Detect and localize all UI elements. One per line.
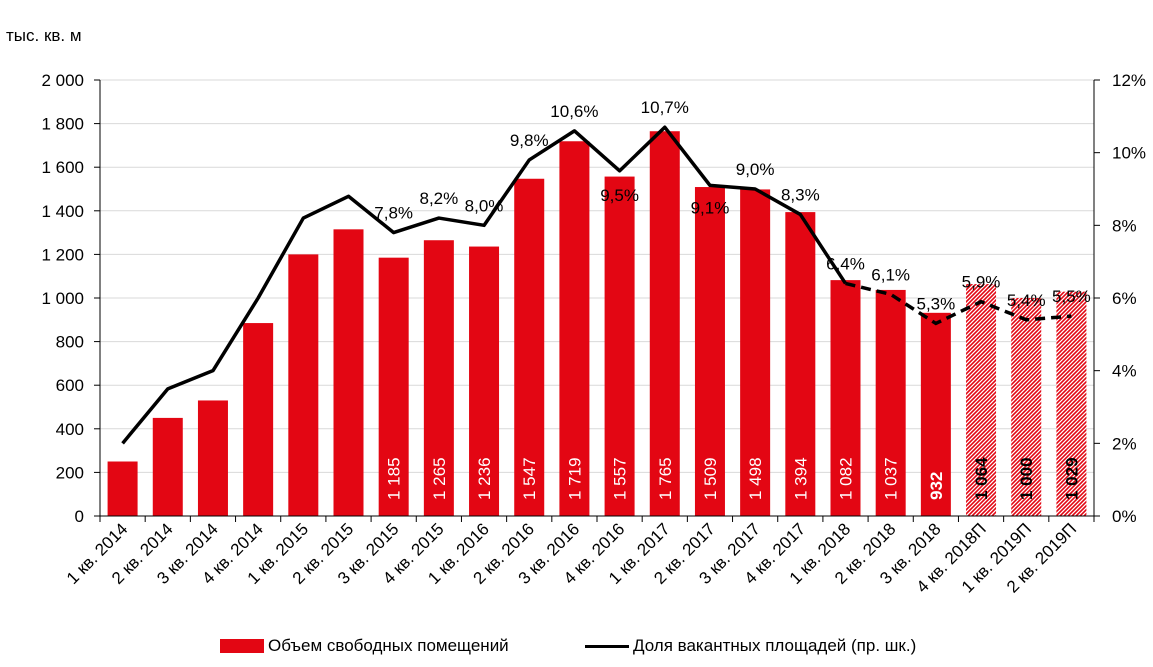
forecast-bar [966, 284, 997, 516]
bar-data-label: 1 037 [882, 457, 901, 500]
line-data-label: 5,4% [1007, 291, 1046, 310]
line-data-label: 8,3% [781, 185, 820, 204]
line-data-label: 10,6% [550, 102, 598, 121]
bar [469, 246, 500, 516]
bar-data-label: 1 265 [430, 457, 449, 500]
bar-data-label: 1 719 [565, 457, 584, 500]
legend-label-bars: Объем свободных помещений [268, 636, 509, 655]
forecast-bar [1056, 291, 1087, 516]
bar-data-label: 1 509 [701, 457, 720, 500]
line-data-label: 9,0% [736, 160, 775, 179]
vacancy-line-forecast [845, 281, 1072, 326]
legend-label-line: Доля вакантных площадей (пр. шк.) [633, 636, 917, 655]
line-data-label: 9,8% [510, 131, 549, 150]
bar-data-label: 1 394 [791, 457, 810, 500]
line-data-label: 6,4% [826, 254, 865, 273]
bar-data-label: 1 029 [1062, 457, 1081, 500]
bar-data-label: 1 547 [520, 457, 539, 500]
y-right-tick-label: 8% [1112, 216, 1137, 235]
line-data-label: 5,5% [1052, 287, 1091, 306]
bar-data-label: 1 765 [656, 457, 675, 500]
line-data-label: 10,7% [641, 98, 689, 117]
y-right-tick-label: 4% [1112, 362, 1137, 381]
bar [197, 400, 228, 516]
bar [107, 461, 138, 516]
y-right-tick-label: 0% [1112, 507, 1137, 526]
legend-item-bars: Объем свободных помещений [220, 636, 509, 656]
y-left-tick-label: 2 000 [41, 71, 84, 90]
y-left-tick-label: 1 600 [41, 158, 84, 177]
bar [378, 257, 409, 516]
bar-data-label: 1 236 [475, 457, 494, 500]
line-data-label: 6,1% [871, 265, 910, 284]
bar [830, 280, 861, 516]
bar [423, 240, 454, 517]
legend: Объем свободных помещений Доля вакантных… [0, 636, 1153, 662]
line-data-label: 7,8% [374, 204, 413, 223]
y-left-tick-label: 600 [56, 376, 84, 395]
bar [514, 178, 545, 516]
bar [152, 417, 183, 516]
y-right-tick-label: 12% [1112, 71, 1146, 90]
y-left-tick-label: 1 400 [41, 202, 84, 221]
bar [243, 323, 274, 516]
y-left-tick-label: 0 [75, 507, 84, 526]
bar [740, 189, 771, 516]
line-data-label: 5,3% [916, 294, 955, 313]
y-left-tick-label: 1 800 [41, 115, 84, 134]
vacancy-line-solid [121, 125, 847, 445]
bar [333, 229, 364, 516]
line-data-label: 9,5% [600, 186, 639, 205]
forecast-bar [1011, 298, 1042, 516]
y-right-tick-label: 6% [1112, 289, 1137, 308]
line-data-label: 8,0% [465, 196, 504, 215]
bar [288, 254, 319, 516]
legend-swatch-line [585, 644, 629, 648]
line-data-label: 9,1% [691, 198, 730, 217]
bar-data-label: 1 000 [1017, 457, 1036, 500]
bar [875, 289, 906, 516]
bar-data-label: 1 185 [385, 457, 404, 500]
bar-data-label: 1 557 [611, 457, 630, 500]
y-left-tick-label: 200 [56, 463, 84, 482]
chart-area: 0 200 400 600 800 1 000 1 200 1 400 1 600 1 800 2 … [41, 71, 1146, 597]
bar [920, 312, 951, 516]
y-left-tick-label: 1 200 [41, 245, 84, 264]
bar-data-label: 1 082 [837, 457, 856, 500]
legend-swatch-bar [220, 639, 264, 653]
line-data-label: 5,9% [962, 273, 1001, 292]
bar [785, 212, 816, 516]
line-data-label: 8,2% [419, 189, 458, 208]
y-left-tick-label: 1 000 [41, 289, 84, 308]
bar [694, 187, 725, 516]
bar-data-label: 1 064 [972, 457, 991, 500]
y-right-tick-label: 2% [1112, 434, 1137, 453]
bar-data-label: 1 498 [746, 457, 765, 500]
bar-data-label: 932 [927, 472, 946, 500]
y-axis-unit-label: тыс. кв. м [6, 26, 82, 45]
legend-item-line: Доля вакантных площадей (пр. шк.) [585, 636, 916, 656]
bar [559, 141, 590, 516]
bar [604, 176, 635, 516]
bar [649, 131, 680, 517]
y-right-tick-label: 10% [1112, 144, 1146, 163]
y-left-tick-label: 800 [56, 333, 84, 352]
y-left-tick-label: 400 [56, 420, 84, 439]
